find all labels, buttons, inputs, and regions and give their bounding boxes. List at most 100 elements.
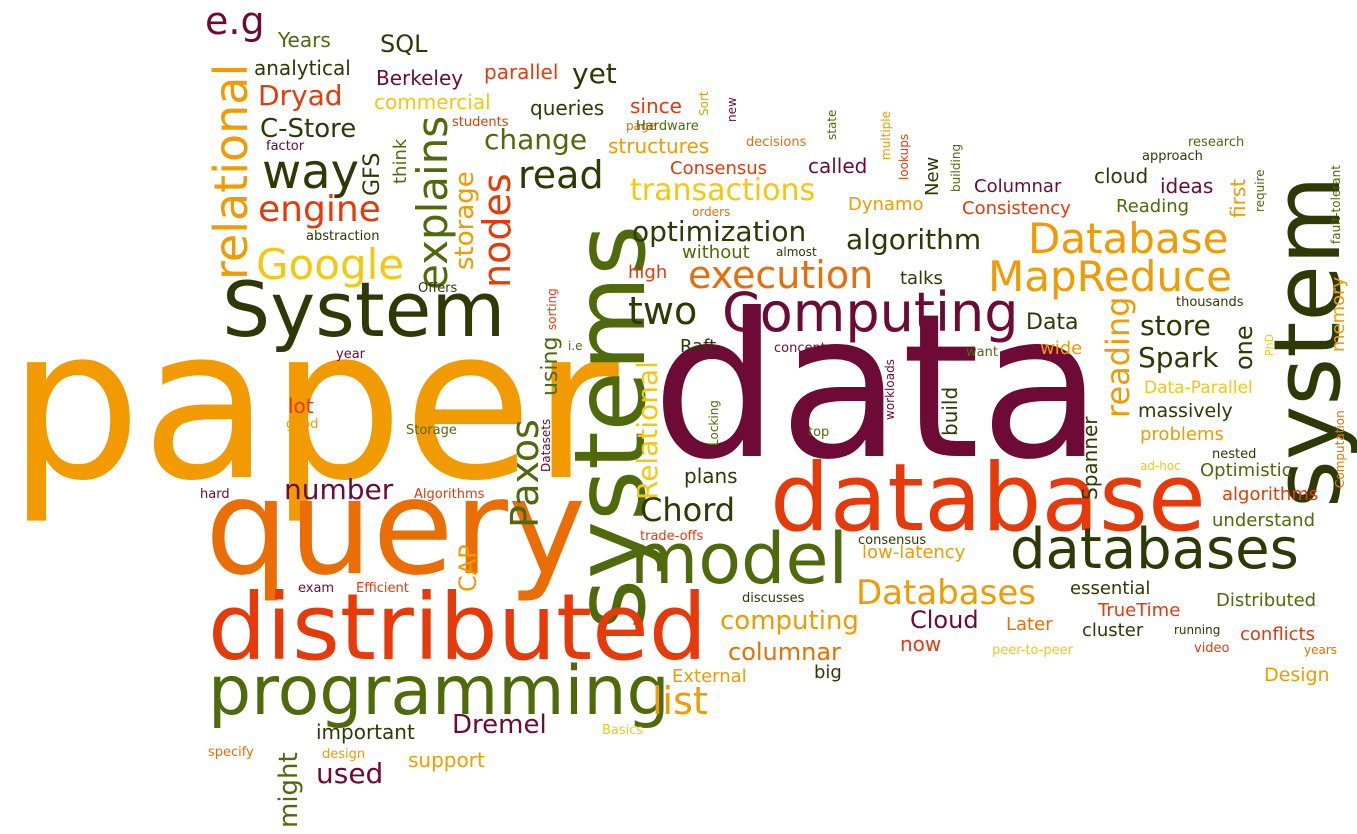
word-trade-offs: trade-offs xyxy=(640,529,704,544)
word-video: video xyxy=(1194,641,1230,656)
word-Berkeley: Berkeley xyxy=(376,66,464,90)
word-building-vertical: building xyxy=(949,143,963,192)
word-Cloud: Cloud xyxy=(910,606,979,634)
word-high: high xyxy=(628,262,668,283)
word-fault-tolerant-vertical: fault-tolerant xyxy=(1329,165,1343,244)
word-wide: wide xyxy=(1040,338,1083,359)
word-Basics: Basics xyxy=(602,723,644,738)
word-store: store xyxy=(1140,309,1211,342)
word-way: way xyxy=(262,144,360,200)
word-might-vertical: might xyxy=(274,752,304,828)
word-sorting-vertical: sorting xyxy=(545,288,559,330)
word-reading-vertical: reading xyxy=(1099,296,1137,418)
word-analytical: analytical xyxy=(254,56,351,80)
word-design: design xyxy=(322,747,366,762)
word-think-vertical: think xyxy=(390,138,411,184)
word-orders: orders xyxy=(692,205,731,219)
word-Databases: Databases xyxy=(856,573,1036,613)
word-explains-vertical: explains xyxy=(408,115,457,290)
word-C-Store: C-Store xyxy=(260,114,357,144)
word-algorithm: algorithm xyxy=(846,223,982,256)
word-Consensus: Consensus xyxy=(670,158,768,179)
word-without: without xyxy=(682,242,750,263)
word-Offers: Offers xyxy=(418,281,458,296)
word-Storage: Storage xyxy=(406,423,457,438)
word-storage-vertical: storage xyxy=(450,171,480,270)
word-years: years xyxy=(1304,643,1338,657)
word-optimization: optimization xyxy=(632,215,807,248)
word-SQL: SQL xyxy=(380,30,428,58)
word-multiple-vertical: multiple xyxy=(879,110,893,160)
word-important: important xyxy=(316,720,415,744)
word-want: want xyxy=(966,345,998,360)
word-year: year xyxy=(336,347,366,362)
word-MapReduce: MapReduce xyxy=(988,252,1232,301)
word-factor: factor xyxy=(266,139,305,154)
word-Optimistic: Optimistic xyxy=(1200,460,1292,481)
word-Years: Years xyxy=(278,28,331,52)
word-problems: problems xyxy=(1140,424,1224,445)
word-talks: talks xyxy=(900,268,943,289)
word-consensus: consensus xyxy=(858,533,927,548)
word-queries: queries xyxy=(530,96,605,120)
word-two: two xyxy=(628,289,698,333)
word-databases: databases xyxy=(1010,517,1299,582)
word-number: number xyxy=(284,473,394,506)
word-lot: lot xyxy=(288,394,314,418)
word-Dremel: Dremel xyxy=(452,710,547,740)
word-workloads-vertical: workloads xyxy=(883,359,897,420)
word-Raft: Raft xyxy=(680,336,717,357)
word-first-vertical: first xyxy=(1226,178,1250,218)
word-peer-to-peer: peer-to-peer xyxy=(992,643,1074,658)
word-Columnar: Columnar xyxy=(974,176,1062,197)
word-running: running xyxy=(1174,623,1221,637)
word-specify: specify xyxy=(208,745,254,760)
word-top: top xyxy=(808,425,830,440)
word-relational-vertical: relational xyxy=(204,63,258,280)
word-abstraction: abstraction xyxy=(306,229,380,244)
word-Hardware: Hardware xyxy=(636,119,699,134)
word-decisions: decisions xyxy=(746,135,807,150)
word-used: used xyxy=(316,757,384,790)
word-TrueTime: TrueTime xyxy=(1098,600,1181,621)
word-using-vertical: using xyxy=(538,336,563,396)
word-execution: execution xyxy=(688,253,874,297)
word-one-vertical: one xyxy=(1230,325,1258,370)
word-massively: massively xyxy=(1138,400,1233,422)
word-Later: Later xyxy=(1006,614,1053,635)
word-discusses: discusses xyxy=(742,591,805,606)
word-Locking-vertical: Locking xyxy=(707,400,721,446)
word-research: research xyxy=(1188,135,1245,150)
word-model: model xyxy=(630,518,848,600)
word-structures: structures xyxy=(608,134,710,158)
word-Reading: Reading xyxy=(1116,196,1190,217)
word-CAP-vertical: CAP xyxy=(454,544,482,592)
word-i-e: i.e xyxy=(568,339,583,353)
word-nested: nested xyxy=(1212,447,1257,462)
word-Data: Data xyxy=(1026,310,1079,335)
word-paper: paper xyxy=(8,282,619,527)
word-Spanner-vertical: Spanner xyxy=(1078,416,1102,500)
word-called: called xyxy=(808,154,868,178)
word-Algorithms: Algorithms xyxy=(414,487,485,502)
word-memory-vertical: memory xyxy=(1328,276,1349,352)
word-require-vertical: require xyxy=(1253,169,1267,212)
word-new-vertical: new xyxy=(725,97,739,122)
word-Computing: Computing xyxy=(722,281,1019,344)
word-thousands: thousands xyxy=(1176,295,1244,310)
word-ad-hoc: ad-hoc xyxy=(1140,459,1181,473)
word-list: list xyxy=(652,679,708,723)
word-hard: hard xyxy=(200,487,230,502)
word-programming: programming xyxy=(208,652,670,731)
word-Dryad: Dryad xyxy=(258,79,343,112)
word-approach: approach xyxy=(1142,149,1203,164)
word-support: support xyxy=(408,748,485,772)
word-System: System xyxy=(222,265,506,354)
word-Efficient: Efficient xyxy=(356,581,409,596)
word-big: big xyxy=(814,662,842,683)
word-data: data xyxy=(652,271,1103,504)
word-state-vertical: state xyxy=(825,109,839,140)
word-yet: yet xyxy=(572,57,617,90)
word-Dynamo: Dynamo xyxy=(848,194,924,215)
word-Consistency: Consistency xyxy=(962,198,1071,219)
